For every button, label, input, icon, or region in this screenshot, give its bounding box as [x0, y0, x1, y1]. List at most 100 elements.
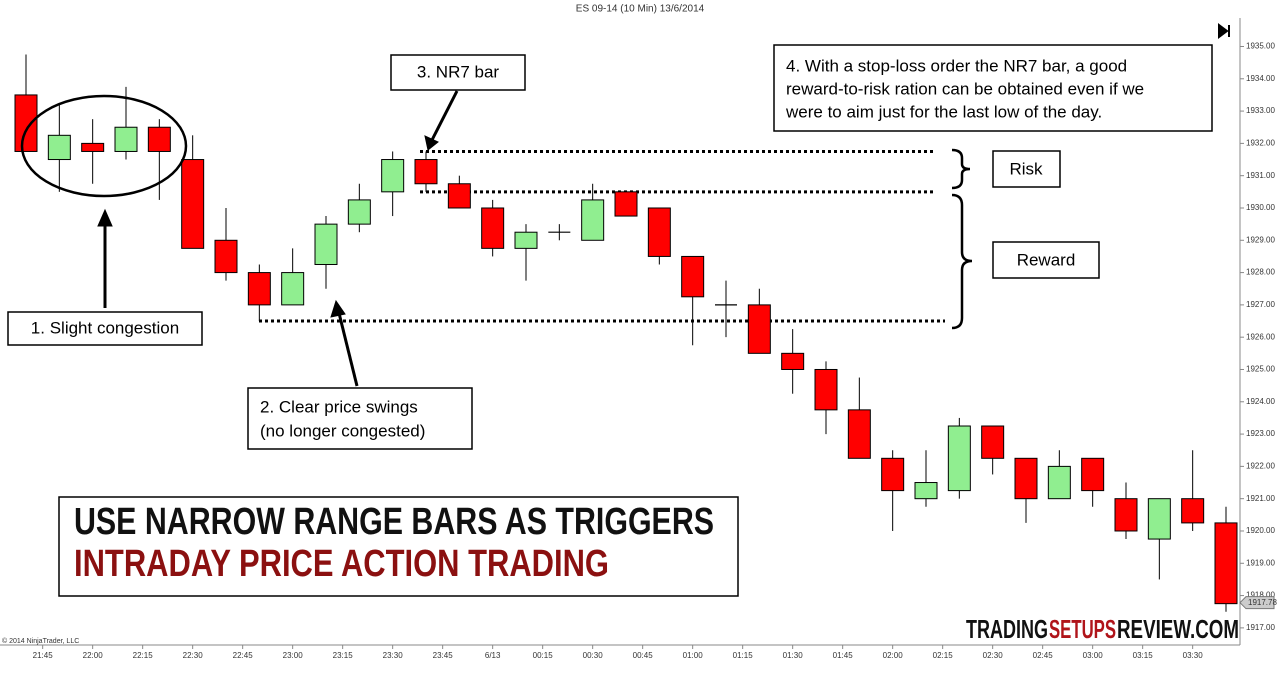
y-tick-label: 1926.00: [1246, 332, 1275, 341]
congestion-ellipse: [20, 94, 188, 198]
x-tick-label: 22:15: [133, 651, 154, 660]
candle-body: [447, 183, 471, 209]
y-tick-label: 1929.00: [1246, 235, 1275, 244]
candle-body: [281, 272, 305, 306]
candle-body: [847, 409, 871, 459]
candle-body: [247, 272, 271, 306]
watermark: SETUPS: [1049, 614, 1116, 644]
x-tick-label: 02:15: [933, 651, 954, 660]
y-tick-label: 1923.00: [1246, 429, 1275, 438]
x-tick-label: 23:30: [383, 651, 404, 660]
braces: [951, 148, 973, 330]
x-tick-label: 03:30: [1183, 651, 1204, 660]
candle-body: [1147, 498, 1171, 540]
x-tick-label: 02:45: [1033, 651, 1054, 660]
x-tick-label: 01:15: [733, 651, 754, 660]
x-tick-label: 02:30: [983, 651, 1004, 660]
x-tick-label: 02:00: [883, 651, 904, 660]
y-tick-label: 1925.00: [1246, 365, 1275, 374]
y-tick-label: 1920.00: [1246, 526, 1275, 535]
reward-brace: [951, 193, 973, 330]
candle-body: [781, 352, 805, 370]
x-tick-label: 01:00: [683, 651, 704, 660]
scroll-end-icon[interactable]: [1218, 23, 1230, 39]
candle-body: [1214, 522, 1238, 605]
x-tick-label: 01:30: [783, 651, 804, 660]
y-tick-label: 1933.00: [1246, 106, 1275, 115]
headline-sub: INTRADAY PRICE ACTION TRADING: [74, 543, 609, 585]
x-tick-label: 00:45: [633, 651, 654, 660]
y-tick-label: 1924.00: [1246, 397, 1275, 406]
x-tick-label: 23:15: [333, 651, 354, 660]
x-tick-label: 03:00: [1083, 651, 1104, 660]
annotation-box: [773, 44, 1213, 132]
candle-body: [514, 231, 538, 249]
watermark: REVIEW.COM: [1117, 614, 1239, 644]
copyright: © 2014 NinjaTrader, LLC: [2, 637, 79, 645]
candle-body: [1047, 465, 1071, 500]
x-tick-label: 22:30: [183, 651, 204, 660]
candle-body: [981, 425, 1005, 459]
arrowhead: [97, 208, 113, 227]
candle-body: [347, 199, 371, 225]
y-tick-label: 1922.00: [1246, 461, 1275, 470]
annotation-box: [992, 241, 1100, 279]
arrows: [97, 90, 459, 387]
marks: 1917.00 1918.00 1919.00 1920.00 1921.00 1922.…: [14, 42, 1277, 660]
y-tick-label: 1921.00: [1246, 494, 1275, 503]
headline: USE NARROW RANGE BARS AS TRIGGERS: [74, 501, 714, 543]
y-tick-label: 1919.00: [1246, 558, 1275, 567]
arrowhead: [424, 135, 439, 151]
x-tick-label: 03:15: [1133, 651, 1154, 660]
candle-body: [481, 207, 505, 249]
candle-body: [381, 159, 405, 193]
y-tick-label: 1927.00: [1246, 300, 1275, 309]
candle-body: [414, 159, 438, 185]
y-tick-label: 1917.00: [1246, 623, 1275, 632]
y-tick-label: 1932.00: [1246, 138, 1275, 147]
y-tick-label: 1918.00: [1246, 591, 1275, 600]
y-tick-label: 1931.00: [1246, 171, 1275, 180]
last-price-label: 1917.78: [1248, 598, 1277, 607]
x-tick-label: 21:45: [33, 651, 54, 660]
annotation-box: [7, 311, 203, 346]
annotation: Reward: [1017, 250, 1076, 269]
candle-body: [614, 191, 638, 217]
x-tick-label: 6/13: [485, 651, 501, 660]
candle-body: [147, 126, 171, 152]
candle-body: [181, 159, 205, 249]
x-tick-label: 00:30: [583, 651, 604, 660]
arrow: [430, 90, 459, 141]
chart-title: ES 09-14 (10 Min) 13/6/2014: [576, 4, 705, 15]
candle-body: [647, 207, 671, 257]
candle-body: [314, 223, 338, 266]
annotation: were to aim just for the last low of the…: [785, 102, 1102, 121]
annotation: 2. Clear price swings: [260, 397, 418, 416]
y-tick-label: 1928.00: [1246, 268, 1275, 277]
annotation-box: [992, 150, 1061, 188]
candle-body: [14, 94, 38, 152]
candle-body: [1081, 457, 1105, 492]
candle-body: [1114, 498, 1138, 532]
arrow: [337, 312, 359, 387]
annotation: 3. NR7 bar: [417, 62, 500, 81]
x-tick-label: 22:00: [83, 651, 104, 660]
annotation: 4. With a stop-loss order the NR7 bar, a…: [786, 56, 1127, 75]
candle-body: [1014, 457, 1038, 500]
x-tick-label: 23:00: [283, 651, 304, 660]
x-tick-label: 22:45: [233, 651, 254, 660]
candle-body: [581, 199, 605, 241]
headline-box: [58, 496, 739, 597]
candle-body: [214, 239, 238, 274]
candle-body: [747, 304, 771, 354]
candle-body: [814, 368, 838, 411]
risk-brace: [951, 148, 971, 190]
annotation-box: [390, 54, 526, 91]
y-tick-label: 1930.00: [1246, 203, 1275, 212]
candle-body: [681, 255, 705, 298]
annotation-box: [247, 387, 473, 450]
candle-body: [947, 425, 971, 492]
watermark: TRADING: [966, 614, 1048, 644]
y-tick-label: 1934.00: [1246, 74, 1275, 83]
